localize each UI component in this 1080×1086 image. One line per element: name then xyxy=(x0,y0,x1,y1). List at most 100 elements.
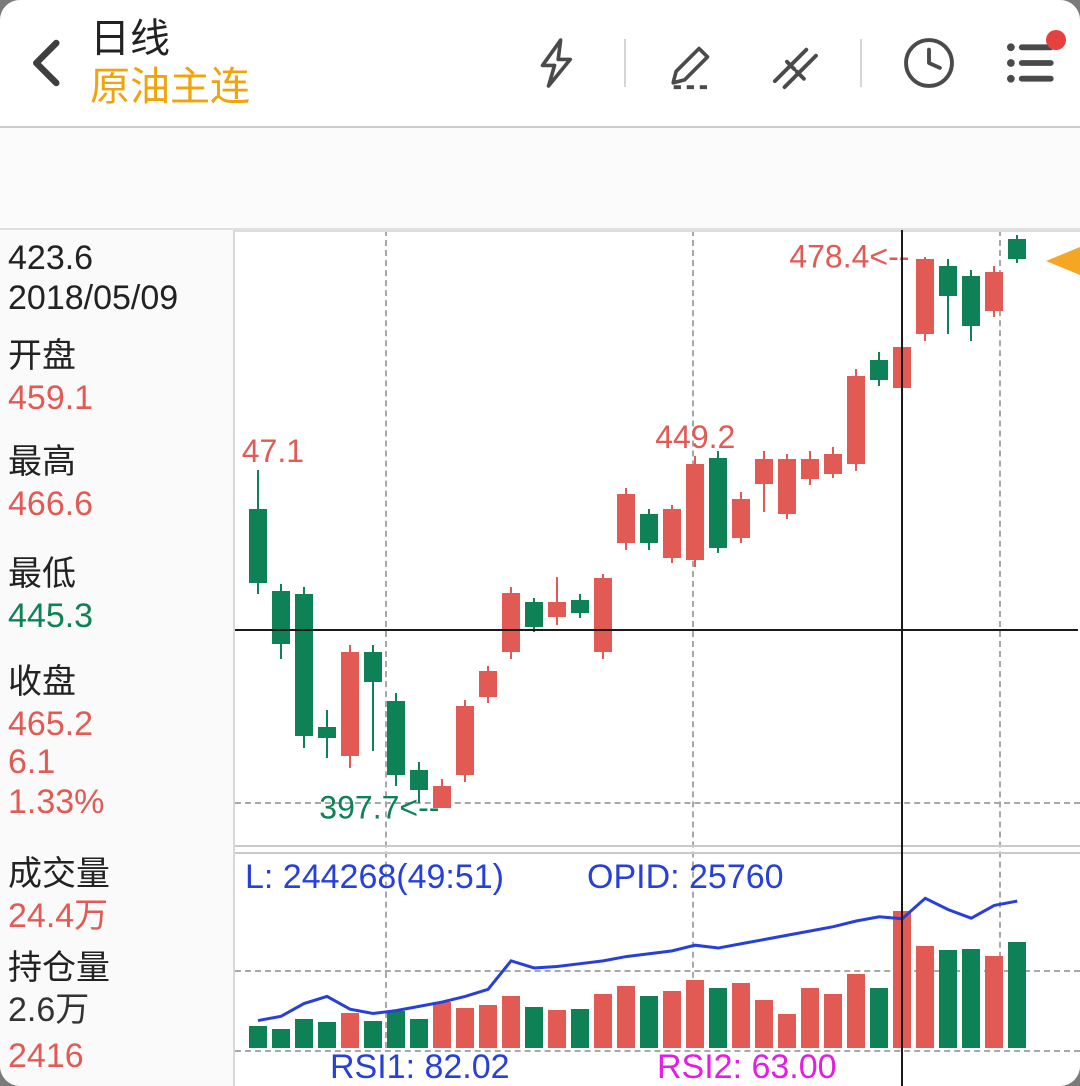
lightning-icon xyxy=(540,38,573,88)
latest-price-arrow xyxy=(1046,246,1080,275)
volume-bar xyxy=(778,1014,797,1048)
history-button[interactable] xyxy=(896,30,962,96)
volume-bar xyxy=(755,999,774,1048)
info-row: 423.6 xyxy=(8,239,94,277)
candle-body xyxy=(939,266,958,297)
info-row: 最高 xyxy=(8,443,76,481)
toolbar xyxy=(524,30,1066,96)
candle-body xyxy=(916,259,935,335)
volume-bar xyxy=(732,983,751,1048)
info-row: 6.1 xyxy=(8,743,56,781)
toolbar-divider xyxy=(860,39,862,87)
info-row: 459.1 xyxy=(8,379,94,417)
candle-body xyxy=(686,464,705,560)
volume-bar xyxy=(594,993,613,1048)
candle-body xyxy=(571,600,590,613)
info-row: 开盘 xyxy=(8,337,76,375)
volume-bar xyxy=(341,1013,360,1048)
candle-body xyxy=(341,651,360,757)
crosshair-horizontal xyxy=(235,629,1078,632)
gridline-horizontal xyxy=(235,802,1080,805)
volume-bar xyxy=(364,1021,383,1048)
candle-body xyxy=(594,577,613,652)
volume-bar xyxy=(272,1028,290,1048)
candle-body xyxy=(525,602,544,627)
candle-body xyxy=(272,590,290,645)
info-row: 成交量 xyxy=(8,855,110,893)
candle-body xyxy=(847,375,866,465)
volume-bar xyxy=(318,1022,337,1048)
volume-label: L: 244268(49:51) xyxy=(245,858,504,896)
volume-bar xyxy=(1008,941,1027,1048)
info-row: 收盘 xyxy=(8,663,76,701)
back-button[interactable] xyxy=(10,15,88,111)
gridline-vertical xyxy=(691,230,694,1048)
volume-bar xyxy=(387,1011,406,1048)
volume-bar xyxy=(410,1018,429,1048)
volume-bar xyxy=(847,973,866,1048)
chart-annotation: 47.1 xyxy=(241,433,305,470)
chart-annotation: 397.7<-- xyxy=(319,789,440,826)
rsi2-label: RSI2: 63.00 xyxy=(657,1048,837,1086)
chart-annotation: 449.2 xyxy=(655,419,736,456)
menu-button[interactable] xyxy=(996,30,1066,96)
candle-body xyxy=(295,594,314,736)
volume-bar xyxy=(479,1005,498,1048)
symbol-label: 原油主连 xyxy=(90,65,250,109)
candle-body xyxy=(479,671,498,697)
info-row: 最低 xyxy=(8,555,76,593)
trendlines-icon xyxy=(772,47,818,90)
crosshair-vertical xyxy=(901,230,904,1086)
volume-bar xyxy=(571,1008,590,1048)
volume-bar xyxy=(686,980,705,1048)
draw-button[interactable] xyxy=(660,30,726,96)
candle-body xyxy=(663,508,682,558)
chart-title-block[interactable]: 日线 原油主连 xyxy=(90,19,250,107)
volume-bar xyxy=(962,948,981,1048)
volume-bar xyxy=(502,996,521,1048)
candle-body xyxy=(962,276,981,326)
info-row: 465.2 xyxy=(8,705,94,743)
chart-region[interactable]: 47.1 449.2 478.4<-- 397.7<-- L: 244268(49:5… xyxy=(235,230,1080,1086)
candle-body xyxy=(755,458,774,485)
candle-body xyxy=(387,701,406,776)
candle-body xyxy=(801,458,820,479)
candle-body xyxy=(249,508,267,583)
candle-body xyxy=(364,651,383,682)
rsi1-label: RSI1: 82.02 xyxy=(330,1048,510,1086)
candle-body xyxy=(410,770,429,791)
period-label: 日线 xyxy=(90,17,170,61)
candle-body xyxy=(985,271,1004,312)
chart-content: 423.6 2018/05/09 开盘 459.1 最高 466.6 最低 445.3 收盘 46… xyxy=(0,230,1080,1086)
quick-trade-button[interactable] xyxy=(524,30,590,96)
volume-pane[interactable]: L: 244268(49:51) OPID: 25760 RSI1: 82.02… xyxy=(235,854,1080,1086)
info-row: 持仓量 xyxy=(8,949,110,987)
candle-body xyxy=(640,513,659,543)
volume-bar xyxy=(433,1002,452,1048)
pane-separator xyxy=(235,845,1080,854)
volume-bar xyxy=(985,955,1004,1048)
candle-body xyxy=(732,498,751,539)
volume-bar xyxy=(640,996,659,1048)
candle-body xyxy=(1008,238,1027,259)
candle-body xyxy=(617,493,636,543)
candle-body xyxy=(456,706,475,776)
toolbar-divider xyxy=(624,39,626,87)
indicator-strip xyxy=(0,128,1080,230)
volume-bar xyxy=(939,950,958,1048)
candle-body xyxy=(318,727,337,738)
candle-body xyxy=(548,602,567,618)
pencil-icon xyxy=(671,46,713,90)
candle-body xyxy=(433,785,452,809)
back-icon xyxy=(33,39,60,87)
main-pane[interactable]: 47.1 449.2 478.4<-- 397.7<-- xyxy=(235,230,1080,845)
trendline-button[interactable] xyxy=(760,30,826,96)
info-row: 2018/05/09 xyxy=(8,279,179,317)
volume-bar xyxy=(824,994,843,1048)
info-panel: 423.6 2018/05/09 开盘 459.1 最高 466.6 最低 445.3 收盘 46… xyxy=(0,230,235,1086)
candle-wick xyxy=(372,645,375,752)
info-row: 1.33% xyxy=(8,783,105,821)
volume-bar xyxy=(709,987,728,1048)
gridline-vertical xyxy=(384,230,387,1048)
candle-body xyxy=(778,458,797,514)
